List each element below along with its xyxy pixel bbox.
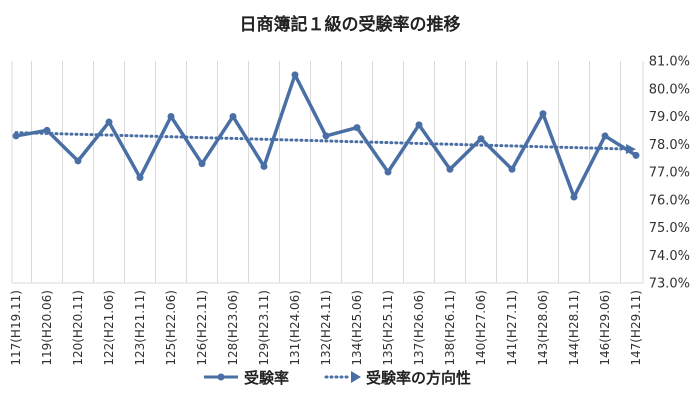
trend-line <box>14 131 629 151</box>
series-point <box>570 193 578 201</box>
x-tick-label: 128(H23.06) <box>226 290 240 366</box>
x-tick-label: 132(H24.11) <box>319 290 333 366</box>
series-point <box>12 132 20 140</box>
x-tick-label: 126(H22.11) <box>195 290 209 366</box>
x-axis: 117(H19.11) 119(H20.06) 120(H20.11) 122(H21… <box>9 290 643 366</box>
x-tick-label: 147(H29.11) <box>629 290 643 366</box>
x-tick-label: 138(H26.11) <box>443 290 457 366</box>
series-point <box>198 160 206 168</box>
y-tick-label: 76.0% <box>649 193 690 208</box>
series-point <box>601 132 609 140</box>
series-point <box>291 71 299 79</box>
grid <box>11 61 644 284</box>
legend-label-series: 受験率 <box>244 369 289 387</box>
series-point <box>632 151 640 159</box>
x-tick-label: 131(H24.06) <box>288 290 302 366</box>
legend-marker-series <box>217 373 225 381</box>
series-point <box>74 157 82 165</box>
series-point <box>539 110 547 118</box>
y-tick-label: 73.0% <box>649 277 690 292</box>
y-tick-label: 81.0% <box>649 55 690 70</box>
x-tick-label: 117(H19.11) <box>9 290 23 366</box>
series-point <box>167 113 175 120</box>
y-tick-label: 79.0% <box>649 110 690 125</box>
x-tick-label: 144(H28.11) <box>567 290 581 366</box>
y-tick-label: 74.0% <box>649 249 690 264</box>
x-tick-label: 120(H20.11) <box>71 290 85 366</box>
series-point <box>477 135 485 143</box>
series-point <box>508 165 516 173</box>
legend-label-trend: 受験率の方向性 <box>366 369 471 387</box>
x-tick-label: 123(H21.11) <box>133 290 147 366</box>
series-point <box>229 113 237 120</box>
x-tick-label: 141(H27.11) <box>505 290 519 366</box>
series-point <box>384 168 392 176</box>
x-tick-label: 134(H25.06) <box>350 290 364 366</box>
x-tick-label: 129(H23.11) <box>257 290 271 366</box>
series-point <box>322 132 330 140</box>
series-point <box>353 124 361 132</box>
chart-title: 日商簿記１級の受験率の推移 <box>240 14 461 35</box>
x-tick-label: 135(H25.11) <box>381 290 395 366</box>
main-series <box>12 71 640 201</box>
x-tick-label: 143(H28.06) <box>536 290 550 366</box>
x-tick-label: 140(H27.06) <box>474 290 488 366</box>
legend-arrow-trend <box>351 371 361 383</box>
y-tick-label: 75.0% <box>649 221 690 236</box>
x-tick-label: 125(H22.06) <box>164 290 178 366</box>
series-point <box>105 118 113 126</box>
x-tick-label: 122(H21.06) <box>102 290 116 366</box>
y-tick-label: 77.0% <box>649 166 690 181</box>
x-tick-label: 146(H29.06) <box>598 290 612 366</box>
y-tick-label: 78.0% <box>649 138 690 153</box>
y-axis: 73.0% 74.0% 75.0% 76.0% 77.0% 78.0% 79.0% 80.0%… <box>649 55 690 292</box>
x-tick-label: 119(H20.06) <box>40 290 54 366</box>
y-tick-label: 80.0% <box>649 82 690 97</box>
series-point <box>260 162 268 170</box>
series-point <box>136 174 144 182</box>
x-tick-label: 137(H26.06) <box>412 290 426 366</box>
series-point <box>446 165 454 173</box>
legend: 受験率 受験率の方向性 <box>204 369 471 387</box>
series-point <box>415 121 423 129</box>
series-point <box>43 126 51 134</box>
